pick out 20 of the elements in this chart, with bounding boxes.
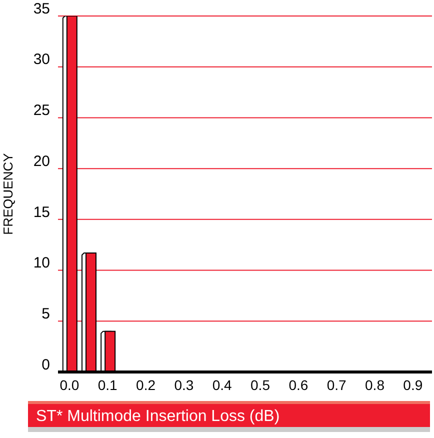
y-tick-label: 25 [33,102,50,120]
x-tick-label: 0.3 [174,376,194,393]
x-tick-label: 0.0 [60,376,80,393]
y-tick-label: 0 [42,356,50,374]
x-tick-label: 0.8 [365,376,385,393]
x-tick-label: 0.7 [326,376,347,393]
y-tick-label: 20 [33,152,50,170]
x-tick-label: 0.1 [98,376,118,393]
x-axis-title: ST* Multimode Insertion Loss (dB) [28,401,430,427]
x-tick-label: 0.9 [403,376,423,393]
x-tick-label: 0.2 [136,376,156,393]
x-tick-label: 0.5 [250,376,270,393]
y-tick-label: 30 [33,51,50,68]
y-axis-title: FREQUENCY [0,152,16,235]
y-tick-label: 35 [33,0,50,18]
y-tick-label: 5 [42,305,50,322]
y-tick-label: 15 [33,204,50,221]
y-tick-label: 10 [33,254,50,272]
x-tick-label: 0.6 [288,376,308,393]
x-tick-label: 0.4 [212,376,232,393]
